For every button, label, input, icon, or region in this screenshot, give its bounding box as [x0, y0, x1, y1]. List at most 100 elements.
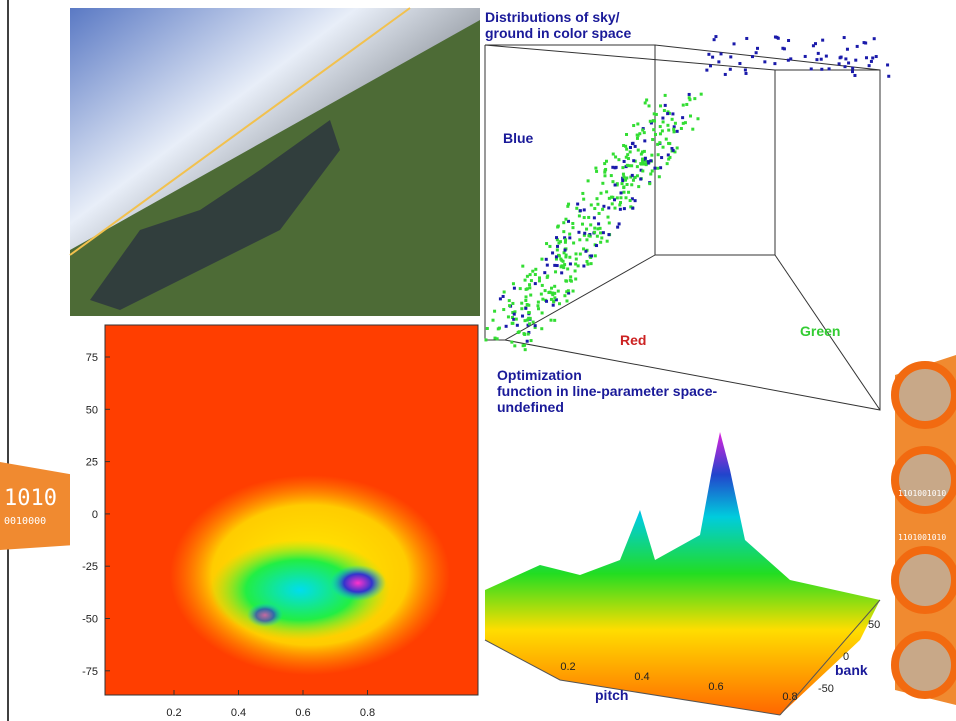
- scatter-point: [585, 260, 588, 263]
- scatter-point: [713, 38, 716, 41]
- scatter-point: [551, 291, 554, 294]
- scatter-point: [583, 208, 586, 211]
- scatter-point: [659, 166, 662, 169]
- scatter-point: [576, 203, 579, 206]
- scatter-point: [553, 319, 556, 322]
- scatter-point: [655, 113, 658, 116]
- scatter-point: [644, 157, 647, 160]
- scatter-point: [577, 231, 580, 234]
- scatter-point: [689, 115, 692, 118]
- scatter-point: [729, 55, 732, 58]
- scatter-point: [825, 55, 828, 58]
- scatter-point: [568, 236, 571, 239]
- scatter-point: [555, 236, 558, 239]
- scatter-point: [526, 303, 529, 306]
- scatter-point: [607, 206, 610, 209]
- scatter-point: [564, 218, 567, 221]
- scatter-point: [613, 198, 616, 201]
- scatter-point: [557, 290, 560, 293]
- scatter-point: [567, 203, 570, 206]
- scatter-point: [545, 258, 548, 261]
- scatter-point: [870, 60, 873, 63]
- panel-title: Optimizationfunction in line-parameter s…: [497, 367, 717, 415]
- scatter-point: [508, 304, 511, 307]
- scatter-point: [846, 48, 849, 51]
- scatter-point: [602, 231, 605, 234]
- scatter-point: [587, 179, 590, 182]
- scatter-point: [544, 289, 547, 292]
- scatter-point: [530, 339, 533, 342]
- scatter-point: [517, 331, 520, 334]
- scatter-point: [629, 146, 632, 149]
- scatter-point: [545, 242, 548, 245]
- scatter-point: [595, 244, 598, 247]
- scatter-point: [631, 207, 634, 210]
- scatter-point: [623, 207, 626, 210]
- scatter-point: [688, 96, 691, 99]
- scatter-point: [662, 120, 665, 123]
- scatter-point: [546, 276, 549, 279]
- scatter-point: [641, 158, 644, 161]
- scatter-point: [530, 279, 533, 282]
- scatter-point: [654, 133, 657, 136]
- cube: [485, 45, 880, 410]
- scatter-point: [653, 167, 656, 170]
- scatter-point: [562, 260, 565, 263]
- scatter-point: [661, 129, 664, 132]
- x-axis-label: pitch: [595, 687, 628, 703]
- scatter-point: [550, 298, 553, 301]
- scatter-point: [682, 122, 685, 125]
- scatter-point: [607, 216, 610, 219]
- scatter-point: [531, 270, 534, 273]
- scatter-point: [546, 264, 549, 267]
- scatter-point: [492, 319, 495, 322]
- scatter-point: [526, 287, 529, 290]
- y-tick-label: 50: [86, 404, 98, 416]
- scatter-point: [691, 128, 694, 131]
- scatter-point: [519, 287, 522, 290]
- scatter-point: [665, 138, 668, 141]
- scatter-point: [513, 287, 516, 290]
- scatter-point: [738, 62, 741, 65]
- scatter-point: [641, 169, 644, 172]
- scatter-point: [709, 64, 712, 67]
- scatter-point: [626, 153, 629, 156]
- scatter-point: [733, 42, 736, 45]
- scatter-point: [526, 275, 529, 278]
- photo: [70, 8, 480, 316]
- scatter-point: [821, 39, 824, 42]
- scatter-point: [632, 179, 635, 182]
- scatter-point: [585, 228, 588, 231]
- scatter-point: [587, 234, 590, 237]
- scatter-point: [536, 304, 539, 307]
- scatter-point: [672, 149, 675, 152]
- scatter-point: [550, 287, 553, 290]
- scatter-point: [868, 64, 871, 67]
- scatter-point: [644, 162, 647, 165]
- scatter-point: [502, 295, 505, 298]
- scatter-point: [564, 238, 567, 241]
- scatter-point: [774, 35, 777, 38]
- scatter-point: [524, 279, 527, 282]
- scatter-point: [745, 72, 748, 75]
- scatter-point: [622, 173, 625, 176]
- scatter-point: [586, 263, 589, 266]
- x-tick-label: 0.2: [166, 707, 181, 719]
- scatter-point: [553, 285, 556, 288]
- scatter-point: [658, 175, 661, 178]
- scatter-point: [543, 271, 546, 274]
- scatter-point: [616, 196, 619, 199]
- scatter-point: [582, 264, 585, 267]
- scatter-points: [484, 35, 890, 351]
- scatter-point: [608, 221, 611, 224]
- scatter-point: [853, 74, 856, 77]
- scatter-point: [630, 183, 633, 186]
- scatter-point: [614, 184, 617, 187]
- scatter-point: [564, 249, 567, 252]
- scatter-point: [820, 68, 823, 71]
- axis-label: Red: [620, 332, 646, 348]
- y-tick-label: 0: [92, 509, 98, 521]
- scatter-point: [578, 238, 581, 241]
- scatter-point: [565, 299, 568, 302]
- scatter-point: [512, 318, 515, 321]
